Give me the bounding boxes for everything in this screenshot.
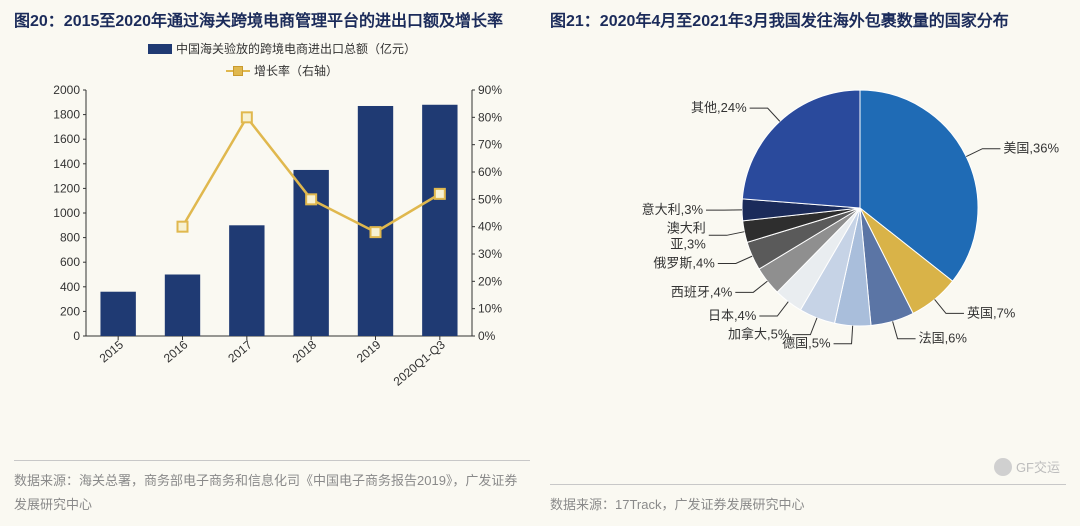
- left-source: 数据来源：海关总署，商务部电子商务和信息化司《中国电子商务报告2019》，广发证…: [14, 460, 530, 516]
- svg-text:600: 600: [60, 255, 80, 269]
- svg-text:80%: 80%: [478, 110, 502, 124]
- watermark-text: GF交运: [1016, 457, 1060, 476]
- legend-bar-label: 中国海关验放的跨境电商进出口总额（亿元）: [176, 40, 416, 58]
- legend-bar: 中国海关验放的跨境电商进出口总额（亿元）: [148, 40, 416, 58]
- svg-text:20%: 20%: [478, 274, 502, 288]
- right-title: 图21：2020年4月至2021年3月我国发往海外包裹数量的国家分布: [550, 10, 1066, 34]
- svg-text:2017: 2017: [225, 337, 255, 365]
- pie-label: 加拿大,5%: [728, 327, 790, 342]
- left-panel: 图20：2015至2020年通过海关跨境电商管理平台的进出口额及增长率 中国海关…: [14, 10, 530, 516]
- pie-svg: 美国,36% 英国,7% 法国,6% 德国,5%加拿大,5% 日本,4% 西班牙,4% 俄罗…: [550, 40, 1060, 380]
- line-marker: [178, 222, 188, 232]
- pie-label: 美国,36%: [1003, 141, 1059, 156]
- pie-chart: 美国,36% 英国,7% 法国,6% 德国,5%加拿大,5% 日本,4% 西班牙,4% 俄罗…: [550, 40, 1066, 476]
- pie-label: 俄罗斯,4%: [653, 255, 715, 270]
- line-marker: [371, 227, 381, 237]
- svg-text:400: 400: [60, 280, 80, 294]
- pie-label: 西班牙,4%: [671, 284, 733, 299]
- line-marker: [435, 189, 445, 199]
- svg-text:1800: 1800: [53, 108, 80, 122]
- svg-text:2018: 2018: [290, 337, 320, 365]
- svg-text:澳大利: 澳大利: [667, 220, 706, 235]
- svg-text:1000: 1000: [53, 206, 80, 220]
- svg-text:50%: 50%: [478, 192, 502, 206]
- svg-text:200: 200: [60, 304, 80, 318]
- svg-text:90%: 90%: [478, 84, 502, 97]
- svg-text:2016: 2016: [161, 337, 191, 365]
- bar-line-svg: 0 200 400 600 800 1000 1200 1400 1600 1800 2000 0% 1…: [44, 84, 514, 394]
- svg-text:2019: 2019: [354, 337, 384, 365]
- bar: [229, 225, 264, 336]
- svg-text:2015: 2015: [97, 337, 127, 365]
- svg-text:亚,3%: 亚,3%: [670, 236, 706, 251]
- pie-label: 意大利,3%: [642, 202, 704, 217]
- svg-text:30%: 30%: [478, 247, 502, 261]
- svg-text:1400: 1400: [53, 157, 80, 171]
- svg-text:0: 0: [73, 329, 80, 343]
- right-panel: 图21：2020年4月至2021年3月我国发往海外包裹数量的国家分布 美国,36…: [550, 10, 1066, 516]
- line-marker: [242, 112, 252, 122]
- right-source: 数据来源：17Track，广发证券发展研究中心: [550, 484, 1066, 516]
- pie-label: 英国,7%: [967, 305, 1016, 320]
- left-title: 图20：2015至2020年通过海关跨境电商管理平台的进出口额及增长率: [14, 10, 530, 34]
- pie-label: 其他,24%: [691, 100, 747, 115]
- svg-text:1600: 1600: [53, 132, 80, 146]
- watermark: GF交运: [994, 457, 1060, 476]
- svg-text:0%: 0%: [478, 329, 496, 343]
- svg-text:800: 800: [60, 231, 80, 245]
- legend-line-label: 增长率（右轴）: [254, 62, 338, 80]
- svg-text:2000: 2000: [53, 84, 80, 97]
- watermark-icon: [994, 458, 1012, 476]
- svg-text:2020Q1-Q3: 2020Q1-Q3: [391, 337, 448, 388]
- svg-text:70%: 70%: [478, 138, 502, 152]
- bar: [165, 275, 200, 337]
- bar: [422, 105, 457, 336]
- svg-text:1200: 1200: [53, 181, 80, 195]
- line-marker: [306, 194, 316, 204]
- legend-line-swatch: [226, 70, 250, 72]
- legend-line: 增长率（右轴）: [226, 62, 338, 80]
- left-legend: 中国海关验放的跨境电商进出口总额（亿元） 增长率（右轴）: [44, 40, 520, 80]
- pie-label: 日本,4%: [708, 308, 757, 323]
- bar: [358, 106, 393, 336]
- bar: [100, 292, 135, 336]
- svg-text:10%: 10%: [478, 302, 502, 316]
- svg-text:40%: 40%: [478, 220, 502, 234]
- pie-label: 德国,5%: [782, 336, 831, 351]
- svg-text:60%: 60%: [478, 165, 502, 179]
- pie-label: 法国,6%: [919, 331, 968, 346]
- bar-line-chart: 中国海关验放的跨境电商进出口总额（亿元） 增长率（右轴） 0 200 400 600 8…: [44, 40, 520, 452]
- legend-bar-swatch: [148, 44, 172, 54]
